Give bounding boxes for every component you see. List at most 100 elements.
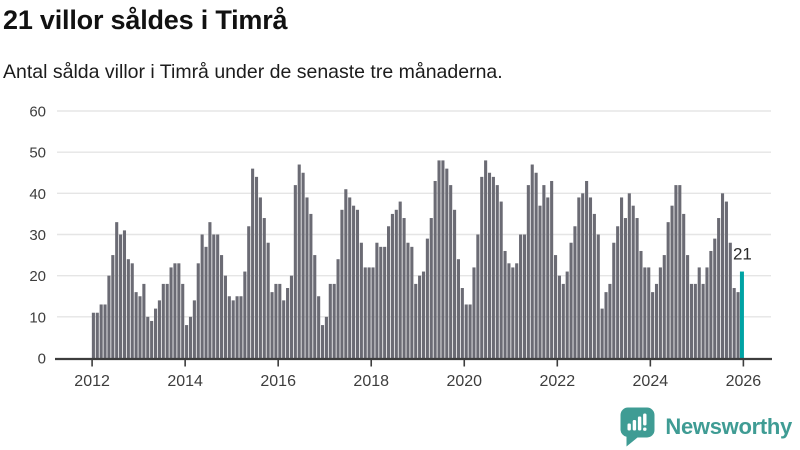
bar — [468, 304, 472, 358]
bar — [91, 312, 95, 358]
bar — [557, 275, 561, 358]
bar — [484, 160, 488, 358]
bar — [111, 255, 115, 358]
bar — [266, 242, 270, 358]
bar — [577, 197, 581, 358]
bar — [538, 205, 542, 358]
bar — [359, 242, 363, 358]
svg-text:10: 10 — [29, 309, 46, 326]
bar — [293, 185, 297, 358]
bar — [476, 234, 480, 358]
bar — [717, 218, 721, 358]
bar — [658, 267, 662, 358]
bar — [592, 213, 596, 358]
bar — [414, 283, 418, 358]
bar — [188, 316, 193, 358]
chart-subtitle: Antal sålda villor i Timrå under de sena… — [3, 61, 503, 83]
bar — [371, 267, 375, 358]
bar — [666, 222, 670, 358]
bar — [142, 283, 146, 358]
bar — [161, 283, 165, 358]
bar — [569, 242, 573, 358]
bar — [130, 263, 134, 358]
bar — [107, 275, 111, 358]
bar — [192, 300, 196, 358]
bar — [394, 209, 398, 358]
bar — [553, 255, 558, 358]
bar — [526, 185, 530, 358]
bar — [689, 283, 694, 358]
bar — [464, 304, 468, 358]
bar — [150, 320, 154, 358]
bar — [216, 234, 220, 358]
bar — [348, 197, 352, 358]
bar — [425, 238, 429, 358]
bar — [445, 168, 449, 358]
bar — [608, 283, 612, 358]
bar — [383, 246, 387, 358]
bar — [313, 255, 317, 358]
bar — [297, 164, 301, 358]
bar — [305, 197, 309, 358]
bar — [678, 185, 682, 358]
bar — [379, 246, 383, 358]
bar — [623, 218, 627, 358]
bar — [713, 238, 717, 358]
bar — [289, 275, 294, 358]
bar — [736, 292, 740, 358]
bar — [511, 267, 515, 358]
bar — [146, 316, 150, 358]
bar — [336, 259, 340, 358]
bar — [157, 300, 161, 358]
bar — [697, 267, 701, 358]
bar — [258, 197, 262, 358]
bar — [433, 180, 437, 358]
bar — [686, 255, 690, 358]
bar — [204, 246, 208, 358]
bar — [99, 304, 103, 358]
bar — [519, 234, 523, 358]
bars-layer — [91, 160, 744, 358]
bar — [449, 185, 453, 358]
bar — [631, 205, 635, 358]
bar — [317, 296, 321, 358]
bar — [491, 176, 495, 358]
bar — [344, 189, 348, 358]
bar — [604, 292, 608, 358]
bar — [581, 193, 585, 358]
svg-text:40: 40 — [29, 186, 46, 203]
bar — [270, 292, 274, 358]
bar — [635, 218, 639, 358]
svg-text:2012: 2012 — [74, 373, 110, 390]
bar — [651, 292, 655, 358]
brand-footer: Newsworthy — [618, 406, 792, 447]
bar — [522, 234, 527, 358]
x-axis-labels: 2012 2014 2016 2018 2020 2022 2024 2026 — [74, 360, 761, 390]
bar — [95, 312, 99, 358]
bar — [682, 213, 686, 358]
bar — [705, 267, 709, 358]
bar — [441, 160, 445, 358]
svg-text:2026: 2026 — [726, 373, 762, 390]
newsworthy-logo-icon — [620, 407, 655, 447]
bar — [429, 218, 433, 358]
bar — [115, 222, 119, 358]
bar — [487, 172, 492, 358]
bar — [565, 271, 569, 358]
bar — [674, 185, 678, 358]
svg-text:60: 60 — [29, 104, 46, 121]
bar — [620, 197, 624, 358]
bar — [701, 283, 705, 358]
bar — [278, 283, 282, 358]
bar — [220, 255, 224, 358]
bar — [437, 160, 441, 358]
bar — [185, 325, 189, 358]
bar — [596, 234, 600, 358]
highlight-bar — [739, 271, 744, 358]
bar — [328, 283, 332, 358]
bar — [231, 300, 235, 358]
svg-text:2018: 2018 — [353, 373, 389, 390]
bar — [503, 250, 507, 358]
bar — [546, 197, 550, 358]
bar — [507, 263, 511, 358]
